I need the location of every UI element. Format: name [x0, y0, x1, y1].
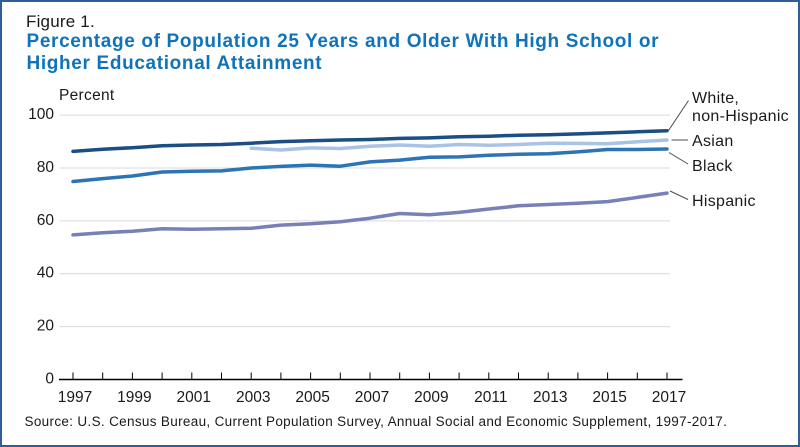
- svg-text:40: 40: [37, 265, 55, 282]
- svg-text:2001: 2001: [177, 389, 211, 406]
- svg-text:80: 80: [37, 159, 55, 176]
- svg-text:0: 0: [45, 370, 54, 387]
- svg-text:2015: 2015: [592, 389, 626, 406]
- svg-text:60: 60: [37, 212, 55, 229]
- svg-text:20: 20: [37, 318, 55, 335]
- svg-text:2007: 2007: [355, 389, 389, 406]
- svg-text:2011: 2011: [474, 389, 507, 406]
- svg-text:2009: 2009: [414, 389, 448, 406]
- svg-text:2003: 2003: [236, 389, 270, 406]
- svg-text:2013: 2013: [533, 389, 567, 406]
- svg-text:2005: 2005: [295, 389, 329, 406]
- svg-text:2017: 2017: [652, 389, 686, 406]
- svg-text:1997: 1997: [58, 389, 92, 406]
- svg-text:1999: 1999: [117, 389, 151, 406]
- svg-text:100: 100: [28, 106, 54, 123]
